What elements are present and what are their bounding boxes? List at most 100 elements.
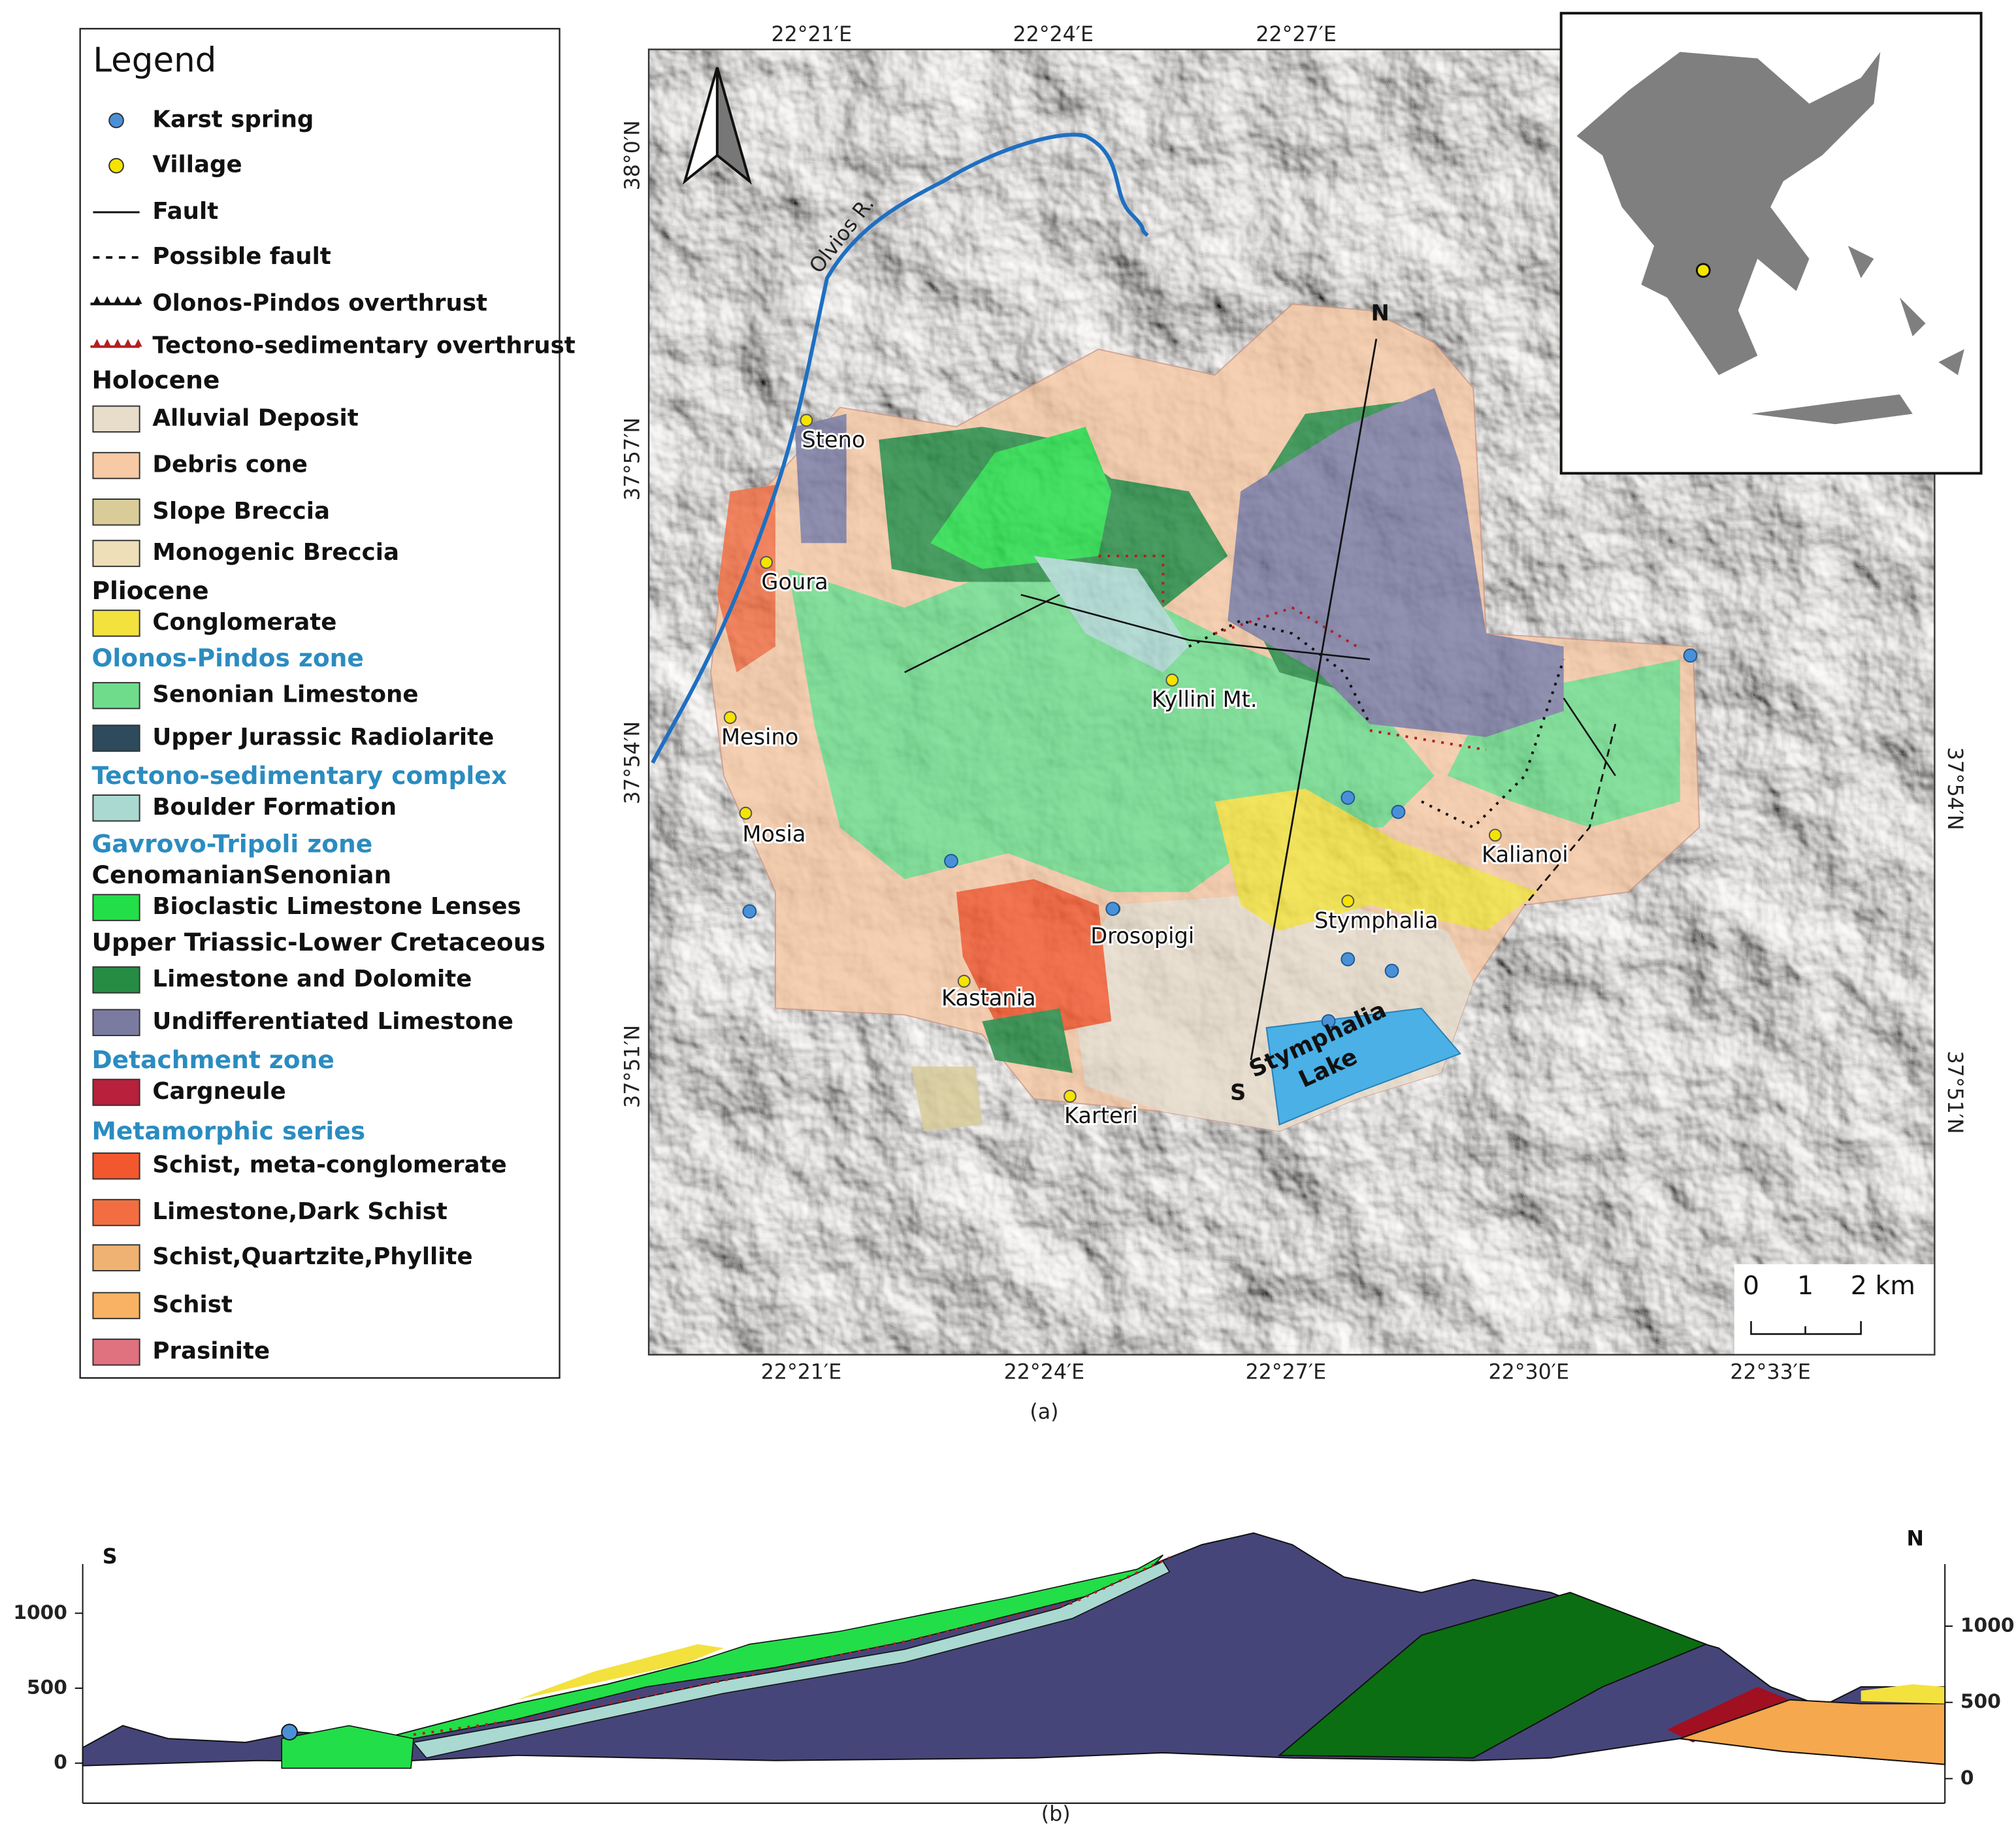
place-label: Steno: [802, 427, 865, 452]
legend-swatch: [92, 1292, 140, 1320]
place-label: Drosopigi: [1090, 923, 1194, 949]
karst-spring: [1341, 952, 1356, 967]
scale-box: [1734, 1264, 1935, 1355]
y-tick-label: 1000: [1960, 1614, 2015, 1637]
legend-symbol: [108, 112, 124, 129]
legend-swatch: [92, 1009, 140, 1036]
village: [800, 414, 813, 427]
section-end: N: [1906, 1527, 1923, 1550]
study-area-marker: [1695, 263, 1711, 278]
olonos-overthrust: [1188, 619, 1565, 829]
lon-label: 22°27′E: [1246, 1360, 1327, 1384]
legend-symbol: [134, 338, 142, 347]
karst-spring: [1321, 1014, 1336, 1029]
village: [739, 806, 753, 820]
possible-fault: [1524, 723, 1617, 906]
legend-label: Fault: [152, 198, 218, 225]
legend-header: Gavrovo-Tripoli zone: [91, 830, 372, 858]
legend-label: Prasinite: [152, 1338, 270, 1365]
legend-label: Boulder Formation: [152, 794, 397, 821]
legend-label: Upper Jurassic Radiolarite: [152, 724, 494, 751]
legend-header: Tectono-sedimentary complex: [91, 761, 507, 790]
limestone-dolomite: [982, 1008, 1073, 1073]
bioclastic-lenses: [281, 1725, 414, 1769]
lat-label: 37°51′N: [621, 1025, 644, 1108]
legend-label: Limestone,Dark Schist: [152, 1198, 447, 1225]
legend-header: Metamorphic series: [91, 1117, 365, 1145]
lon-label: 22°27′E: [1256, 23, 1337, 46]
legend-label: Schist, meta-conglomerate: [152, 1152, 506, 1179]
y-tick-label: 0: [1960, 1766, 1974, 1789]
legend-label: Alluvial Deposit: [152, 404, 358, 431]
section-marks: 0 500 1000 0 500 1000 S N (b): [13, 1527, 2014, 1825]
scale-label: 1: [1797, 1271, 1813, 1301]
section-line: [1250, 338, 1378, 1060]
village: [1488, 828, 1502, 842]
legend-symbol: [123, 338, 132, 347]
legend-label: Undifferentiated Limestone: [152, 1008, 513, 1035]
legend-label: Conglomerate: [152, 609, 336, 636]
legend-symbol: [103, 296, 112, 304]
y-tick-label: 0: [54, 1750, 67, 1773]
legend-header: Holocene: [91, 365, 219, 394]
conglomerate: [1861, 1684, 1945, 1704]
y-tick-label: 1000: [13, 1601, 67, 1624]
legend-symbol: [93, 338, 101, 347]
scale-label: 2 km: [1851, 1271, 1915, 1301]
place-label: Mosia: [742, 821, 805, 847]
boulder-formation: [412, 1561, 1171, 1759]
legend-label: Village: [152, 152, 242, 178]
legend-label: Debris cone: [152, 451, 308, 478]
karst-spring: [1384, 964, 1399, 978]
legend-label: Olonos-Pindos overthrust: [152, 289, 487, 316]
section-end: N: [1371, 301, 1390, 326]
cargneule: [1666, 1686, 1790, 1743]
tectono-overthrust: [413, 1556, 1171, 1737]
legend-swatch: [92, 451, 140, 480]
karst-spring: [742, 904, 757, 919]
legend-label: Limestone and Dolomite: [152, 966, 472, 992]
legend-label: Cargneule: [152, 1078, 285, 1105]
legend-label: Possible fault: [152, 243, 331, 270]
section-end: S: [1230, 1079, 1246, 1105]
legend-label: Schist: [152, 1291, 232, 1318]
legend-swatch: [92, 794, 140, 822]
legend-symbol: [123, 296, 132, 304]
legend-swatch: [92, 966, 140, 994]
legend-symbol: [93, 296, 101, 304]
legend-label: Slope Breccia: [152, 498, 330, 525]
conglomerate: [1214, 789, 1538, 931]
legend-symbol: [114, 338, 122, 347]
legend: Legend Karst spring Village Fault Possible f…: [90, 41, 576, 1366]
legend-swatch: [92, 1244, 140, 1271]
place-label: Kalianoi: [1482, 841, 1569, 867]
legend-label: Senonian Limestone: [152, 681, 418, 708]
legend-header: Olonos-Pindos zone: [91, 644, 363, 672]
map-frame: [647, 48, 1936, 1356]
legend-swatch: [92, 681, 140, 710]
legend-label: Tectono-sedimentary overthrust: [152, 333, 575, 359]
bioclastic-lenses: [930, 427, 1112, 569]
legend-symbol: [134, 296, 142, 304]
legend-header: Detachment zone: [91, 1045, 334, 1074]
lake: [1265, 1007, 1462, 1126]
legend-label: Bioclastic Limestone Lenses: [152, 893, 521, 920]
place-label: Goura: [761, 569, 828, 595]
legend-swatch: [92, 1152, 140, 1180]
legend-label: Karst spring: [152, 106, 314, 133]
village: [1341, 894, 1355, 908]
legend-symbol: [108, 157, 124, 174]
lat-label: 37°54′N: [1943, 747, 1966, 830]
cross-section: [82, 1532, 1946, 1804]
legend-swatch: [92, 405, 140, 433]
place-label: Kyllini Mt.: [1152, 687, 1258, 712]
map-body: [649, 49, 1935, 1355]
section-end: S: [103, 1545, 118, 1569]
schist: [956, 879, 1112, 1034]
y-tick-label: 500: [1960, 1689, 2001, 1712]
lon-label: 22°21′E: [772, 23, 853, 46]
scale-bar: [1750, 1321, 1862, 1335]
greece: [1576, 52, 1881, 376]
legend-swatch: [92, 1338, 140, 1366]
lat-label: 37°54′N: [621, 721, 644, 804]
